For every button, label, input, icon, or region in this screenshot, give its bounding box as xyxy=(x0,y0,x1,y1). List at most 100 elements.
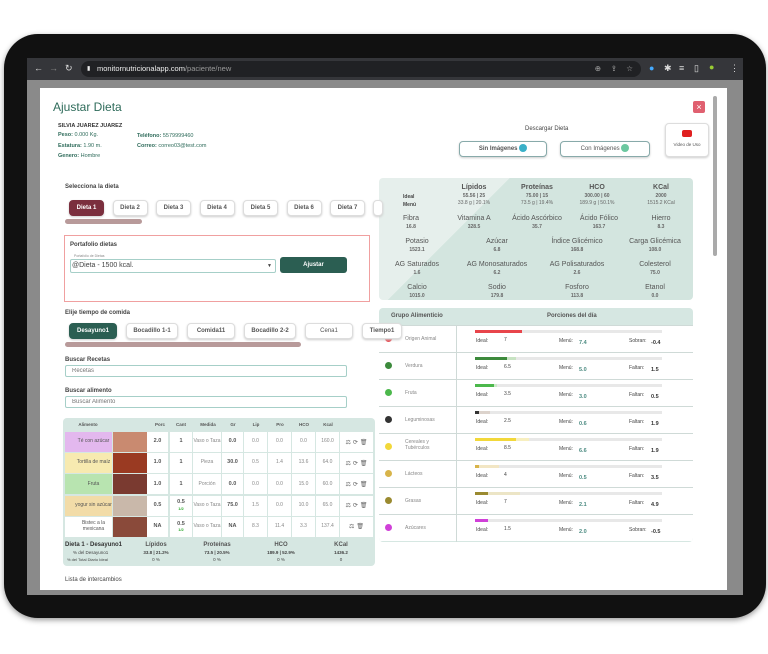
extension-icon[interactable]: ● xyxy=(649,63,655,73)
meal-tab-6[interactable]: Tiempo1 xyxy=(362,323,402,339)
ajustar-button[interactable]: Ajustar xyxy=(280,257,347,273)
button-label: Sin Imágenes xyxy=(478,146,518,152)
food-gr-cell: NA xyxy=(222,516,243,537)
diet-tab-7[interactable]: Dieta 7 xyxy=(330,200,365,216)
portfolio-title: Portafolio dietas xyxy=(70,242,118,248)
divider xyxy=(456,407,457,434)
video-button[interactable]: Video de Uso xyxy=(665,123,709,157)
download-with-images-button[interactable]: Con Imágenes xyxy=(560,141,650,157)
food-cant-cell: 0.5 1/2 xyxy=(170,516,192,537)
modal-scrollbar[interactable] xyxy=(713,96,717,256)
diet-tabs-scrollbar[interactable] xyxy=(65,219,142,224)
table-row[interactable]: yogur sin azúcar 0.5 0.5 1/2 Vaso o Taza 75.0… xyxy=(63,495,375,516)
food-cant-cell: 1 xyxy=(170,432,192,452)
food-name: Bistec a la mexicana xyxy=(81,520,106,532)
trash-icon[interactable]: 🗑 xyxy=(359,503,368,510)
scale-icon[interactable]: ⚖ xyxy=(345,503,351,510)
food-kcal-cell: 137.4 xyxy=(316,516,339,537)
reading-list-icon[interactable]: ≡ xyxy=(679,63,685,73)
reload-icon[interactable]: ↻ xyxy=(65,63,73,73)
food-pro-cell: 1.4 xyxy=(268,453,291,474)
sidebar-icon[interactable]: ▯ xyxy=(694,63,699,73)
food-porc: 0.5 xyxy=(153,501,162,508)
youtube-icon xyxy=(682,130,692,137)
diet-tab-3[interactable]: Dieta 3 xyxy=(156,200,191,216)
meal-tab-2[interactable]: Bocadillo 1-1 xyxy=(126,323,178,339)
menu-icon[interactable]: ⋮ xyxy=(730,63,739,73)
meal-tabs-scrollbar[interactable] xyxy=(65,342,301,347)
trash-icon[interactable]: 🗑 xyxy=(356,524,364,531)
food-group-row: Verdura Ideal: 6.5 Menú: 5.0 Faltan: 1.5 xyxy=(379,352,693,380)
swap-icon[interactable]: ⟳ xyxy=(352,439,358,446)
exchanges-label: Lista de intercambios xyxy=(65,577,122,583)
diff-value: -0.4 xyxy=(651,340,661,346)
zoom-icon[interactable]: ⊕ xyxy=(594,64,601,73)
macro-name: HCO xyxy=(589,184,605,191)
diet-tab-overflow[interactable] xyxy=(373,200,383,216)
apple-icon xyxy=(385,389,392,396)
table-row[interactable]: Bistec a la mexicana NA 0.5 1/2 Vaso o Taza N… xyxy=(63,516,375,537)
food-kcal: 64.0 xyxy=(322,459,333,466)
share-icon[interactable]: ⇪ xyxy=(610,64,617,73)
food-medida-cell: Vaso o Taza xyxy=(193,516,221,537)
meal-tab-4[interactable]: Bocadillo 2-2 xyxy=(244,323,296,339)
nutrient-item: Colesterol 75.0 xyxy=(615,261,695,276)
ideal-value: 1.5 xyxy=(504,526,511,532)
scale-icon[interactable]: ⚖ xyxy=(345,481,351,488)
profile-icon[interactable]: ● xyxy=(709,62,715,72)
scale-icon[interactable]: ⚖ xyxy=(345,439,351,446)
divider xyxy=(456,380,457,407)
macro-ideal: 55.56 | 25 xyxy=(462,193,486,199)
forward-icon[interactable]: → xyxy=(49,63,58,73)
close-icon[interactable]: × xyxy=(693,101,705,113)
trash-icon[interactable]: 🗑 xyxy=(359,439,368,446)
menu-value: 7.4 xyxy=(579,340,587,346)
address-bar[interactable]: ▮ monitornutricionalapp.com/paciente/new … xyxy=(81,61,641,77)
diff-value: 1.9 xyxy=(651,421,659,427)
meal-tab-1[interactable]: Desayuno1 xyxy=(69,323,117,339)
food-cant: 1 xyxy=(179,438,183,445)
puzzle-icon[interactable]: ✱ xyxy=(664,63,672,73)
url-domain: monitornutricionalapp.com xyxy=(97,64,185,73)
star-icon[interactable]: ☆ xyxy=(626,64,633,73)
row-actions: ⚖ ⟳ 🗑 xyxy=(340,453,373,474)
trash-icon[interactable]: 🗑 xyxy=(359,460,368,467)
nutrient-value: 328.5 xyxy=(467,224,481,230)
table-row[interactable]: Fruta 1.0 1 Porción 0.0 0.0 0.0 15.0 60.0 ⚖ ⟳ 🗑 xyxy=(63,474,375,495)
portfolio-select[interactable]: @Dieta - 1500 kcal. ▼ xyxy=(70,259,276,273)
diet-tab-2[interactable]: Dieta 2 xyxy=(112,200,148,216)
trash-icon[interactable]: 🗑 xyxy=(359,481,368,488)
recipes-input[interactable] xyxy=(65,365,347,377)
meal-tab-3[interactable]: Comida11 xyxy=(187,323,235,339)
table-row[interactable]: Tortilla de maíz 1.0 1 Pieza 30.0 0.5 1.4 13.6 6… xyxy=(63,453,375,474)
nutrient-value: 1523.1 xyxy=(409,247,425,253)
scale-icon[interactable]: ⚖ xyxy=(348,524,355,531)
food-lip: 1.5 xyxy=(252,501,259,508)
diet-tab-6[interactable]: Dieta 6 xyxy=(286,200,322,216)
ideal-value: 3.5 xyxy=(504,391,511,397)
download-without-images-button[interactable]: Sin Imágenes xyxy=(459,141,547,157)
food-lip-cell: 1.5 xyxy=(244,495,267,516)
table-row[interactable]: Té con azúcar 2.0 1 Vaso o Taza 0.0 0.0 0.0 0.0… xyxy=(63,432,375,452)
food-porc: 2.0 xyxy=(153,438,162,445)
meal-tab-5[interactable]: Cena1 xyxy=(305,323,353,339)
food-cant: 1 xyxy=(179,480,183,487)
swap-icon[interactable]: ⟳ xyxy=(352,481,358,488)
scale-icon[interactable]: ⚖ xyxy=(345,460,351,467)
diet-tab-1[interactable]: Dieta 1 xyxy=(69,200,104,216)
swap-icon[interactable]: ⟳ xyxy=(352,460,358,467)
correo-value: correo03@test.com xyxy=(158,143,207,149)
ideal-value: 7 xyxy=(504,337,507,343)
diet-tab-5[interactable]: Dieta 5 xyxy=(243,200,278,216)
food-kcal-cell: 64.0 xyxy=(316,453,339,474)
food-medida-cell: Vaso o Taza xyxy=(193,495,221,516)
nutrient-name: Colesterol xyxy=(639,261,671,268)
swap-icon[interactable]: ⟳ xyxy=(352,503,358,510)
button-label: Video de Uso xyxy=(673,142,701,147)
portion-bar-menu xyxy=(475,465,479,468)
portion-bar-menu xyxy=(475,357,507,360)
diet-tab-4[interactable]: Dieta 4 xyxy=(199,200,235,216)
back-icon[interactable]: ← xyxy=(34,63,43,73)
food-search-input[interactable] xyxy=(65,396,347,408)
macro-name: KCal xyxy=(653,184,669,191)
